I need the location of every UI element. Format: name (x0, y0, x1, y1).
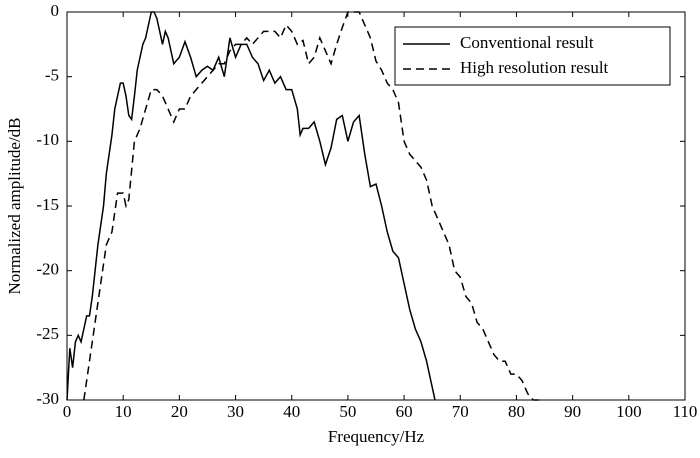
x-axis-label: Frequency/Hz (328, 427, 425, 446)
x-tick-label: 50 (339, 402, 356, 421)
x-tick-label: 40 (283, 402, 300, 421)
y-tick-label: -5 (45, 66, 59, 85)
x-tick-label: 0 (63, 402, 72, 421)
x-tick-label: 60 (396, 402, 413, 421)
x-tick-label: 110 (673, 402, 698, 421)
y-axis-label: Normalized amplitude/dB (5, 117, 24, 294)
line-series (83, 11, 539, 401)
y-tick-label: 0 (51, 1, 60, 20)
x-tick-label: 10 (115, 402, 132, 421)
legend-box (394, 26, 671, 86)
y-tick-label: -30 (36, 389, 59, 408)
x-tick-label: 90 (564, 402, 581, 421)
y-tick-label: -20 (36, 260, 59, 279)
y-tick-label: -10 (36, 130, 59, 149)
x-tick-label: 70 (452, 402, 469, 421)
legend-label: Conventional result (460, 33, 594, 52)
x-tick-label: 80 (508, 402, 525, 421)
y-tick-label: -15 (36, 195, 59, 214)
line-series (66, 11, 436, 401)
x-tick-label: 20 (171, 402, 188, 421)
legend-label: High resolution result (460, 58, 609, 77)
y-tick-label: -25 (36, 324, 59, 343)
x-tick-label: 100 (616, 402, 642, 421)
x-tick-label: 30 (227, 402, 244, 421)
